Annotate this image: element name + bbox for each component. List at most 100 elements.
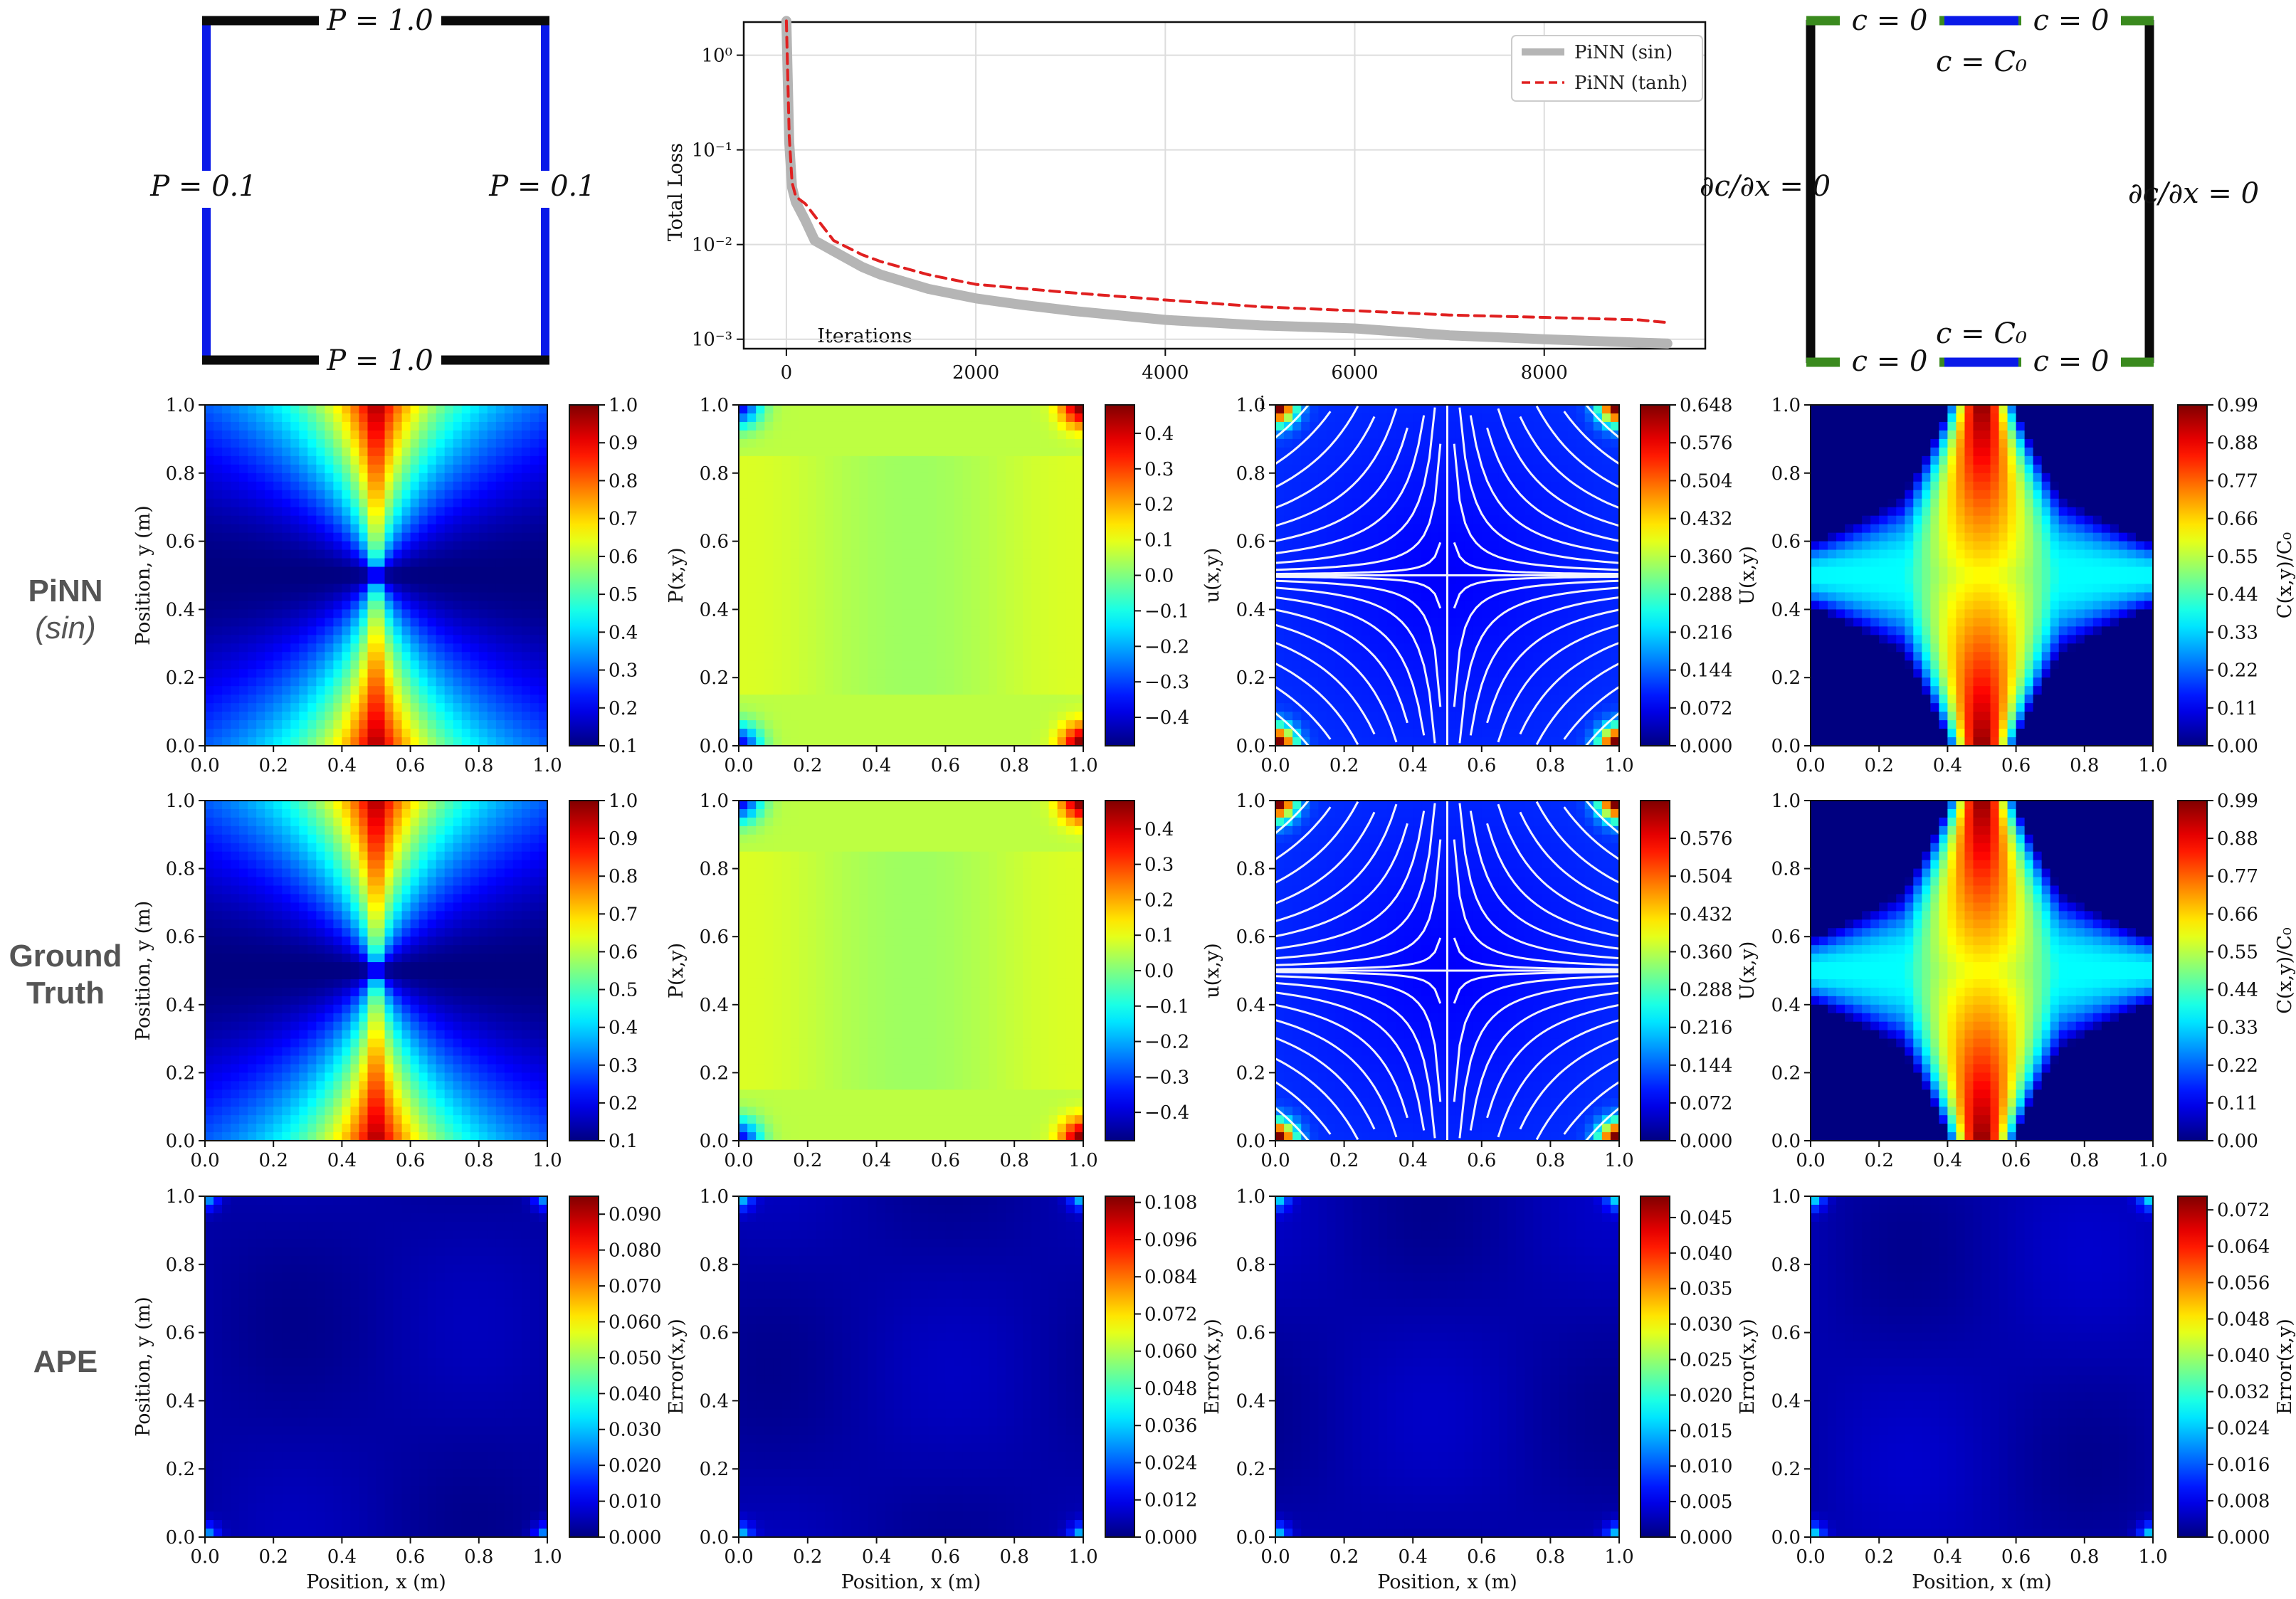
heatmap-cell: [265, 498, 275, 508]
heatmap-cell: [868, 575, 878, 585]
heatmap-cell: [307, 498, 317, 508]
heatmap-cell: [997, 729, 1006, 738]
heatmap-cell: [436, 566, 446, 576]
heatmap-cell: [1275, 720, 1285, 729]
heatmap-cell: [816, 618, 826, 628]
heatmap-cell: [937, 498, 947, 508]
heatmap-cell: [1301, 618, 1311, 628]
heatmap-cell: [282, 575, 292, 585]
heatmap-cell: [1284, 405, 1293, 414]
heatmap-cell: [1057, 515, 1067, 525]
heatmap-cell: [1481, 421, 1491, 431]
heatmap-cell: [367, 695, 377, 704]
heatmap-cell: [902, 447, 912, 457]
heatmap-cell: [1455, 524, 1465, 534]
heatmap-cell: [781, 447, 791, 457]
heatmap-cell: [1048, 669, 1058, 678]
heatmap-cell: [239, 515, 248, 525]
heatmap-cell: [825, 464, 834, 474]
heatmap-cell: [478, 455, 488, 465]
heatmap-cell: [205, 405, 214, 414]
heatmap-cell: [1584, 447, 1594, 457]
heatmap-cell: [1413, 720, 1423, 729]
heatmap-cell: [868, 566, 878, 576]
heatmap-cell: [222, 669, 231, 678]
heatmap-cell: [893, 558, 903, 568]
heatmap-cell: [1593, 635, 1603, 645]
heatmap-cell: [1524, 481, 1534, 491]
heatmap-cell: [1369, 720, 1379, 729]
heatmap-cell: [747, 729, 757, 738]
heatmap-cell: [1413, 669, 1423, 678]
heatmap-cell: [1065, 575, 1075, 585]
heatmap-cell: [1507, 549, 1517, 559]
heatmap-cell: [478, 498, 488, 508]
heatmap-cell: [487, 515, 497, 525]
heatmap-cell: [928, 464, 938, 474]
panel-frame: [738, 404, 1084, 746]
heatmap-cell: [1352, 601, 1362, 611]
heatmap-cell: [1498, 490, 1508, 500]
heatmap-cell: [1361, 660, 1371, 670]
heatmap-cell: [937, 455, 947, 465]
heatmap-cell: [307, 720, 317, 729]
heatmap-cell: [453, 635, 463, 645]
heatmap-cell: [859, 447, 869, 457]
heatmap-cell: [436, 549, 446, 559]
heatmap-cell: [842, 686, 852, 695]
heatmap-cell: [756, 686, 766, 695]
heatmap-cell: [988, 447, 998, 457]
heatmap-cell: [1031, 566, 1041, 576]
heatmap-cell: [1516, 532, 1525, 542]
heatmap-cell: [231, 455, 240, 465]
heatmap-cell: [825, 601, 834, 611]
heatmap-cell: [521, 421, 531, 431]
heatmap-cell: [1014, 515, 1024, 525]
heatmap-cell: [530, 592, 539, 602]
heatmap-cell: [265, 490, 275, 500]
heatmap-cell: [376, 430, 386, 440]
heatmap-cell: [521, 626, 531, 636]
heatmap-cell: [1318, 626, 1328, 636]
heatmap-cell: [342, 720, 352, 729]
heatmap-cell: [1378, 686, 1388, 695]
heatmap-cell: [1610, 490, 1620, 500]
heatmap-cell: [1369, 712, 1379, 721]
heatmap-cell: [920, 712, 929, 721]
heatmap-cell: [538, 498, 548, 508]
heatmap-cell: [248, 720, 257, 729]
heatmap-cell: [1292, 635, 1302, 645]
heatmap-cell: [512, 652, 522, 662]
heatmap-cell: [393, 447, 403, 457]
heatmap-cell: [756, 558, 766, 568]
loss-series-sin: [781, 16, 1673, 349]
heatmap-cell: [538, 592, 548, 602]
heatmap-cell: [487, 618, 497, 628]
heatmap-cell: [1057, 549, 1067, 559]
heatmap-cell: [248, 464, 257, 474]
xtick-label: 0.6: [931, 755, 960, 776]
heatmap-cell: [1327, 421, 1337, 431]
heatmap-cell: [1550, 737, 1560, 746]
heatmap-cell: [299, 566, 309, 576]
heatmap-cell: [1396, 669, 1405, 678]
heatmap-cell: [833, 413, 843, 423]
heatmap-cell: [911, 660, 920, 670]
heatmap-cell: [359, 566, 369, 576]
heatmap-cell: [205, 635, 214, 645]
heatmap-cell: [538, 473, 548, 482]
heatmap-cell: [1593, 481, 1603, 491]
heatmap-cell: [307, 660, 317, 670]
heatmap-cell: [954, 473, 964, 482]
heatmap-cell: [427, 626, 437, 636]
heatmap-cell: [876, 592, 886, 602]
heatmap-cell: [299, 507, 309, 517]
heatmap-cell: [1516, 575, 1525, 585]
heatmap-cell: [470, 660, 480, 670]
heatmap-cell: [747, 626, 757, 636]
heatmap-cell: [239, 635, 248, 645]
heatmap-cell: [1567, 609, 1577, 619]
heatmap-cell: [461, 618, 471, 628]
heatmap-cell: [333, 438, 343, 448]
heatmap-cell: [1284, 438, 1293, 448]
